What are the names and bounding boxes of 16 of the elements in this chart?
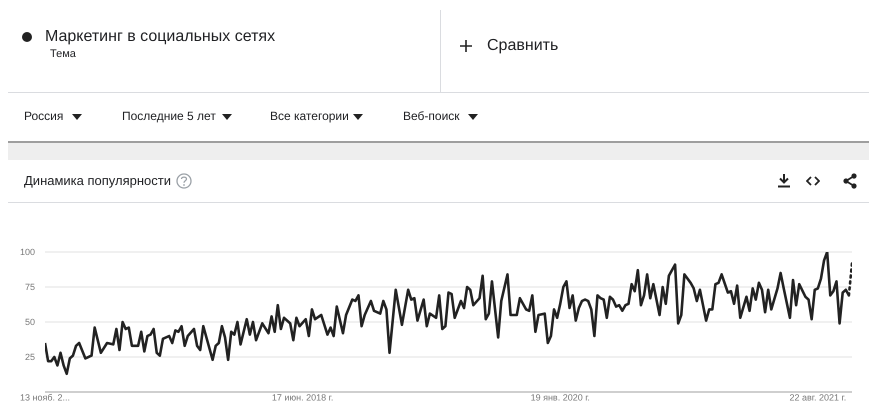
x-tick-label: 22 авг. 2021 г. [790, 392, 846, 402]
y-tick-label: 100 [20, 247, 35, 258]
y-tick-label: 50 [24, 317, 35, 328]
y-tick-label: 75 [24, 282, 35, 292]
text: Сравнить [487, 37, 558, 55]
text: Тема [50, 48, 76, 60]
x-tick-label: 19 янв. 2020 г. [530, 392, 590, 402]
text: Россия [24, 109, 64, 123]
legend-label: Маркетинг в социальных сетях [45, 28, 276, 46]
text: Веб-поиск [403, 109, 460, 123]
x-tick-label: 17 июн. 2018 г. [272, 392, 334, 402]
x-tick-label: 13 нояб. 2... [20, 392, 70, 402]
y-tick-label: 25 [24, 352, 35, 362]
chart-title: Динамика популярности [24, 173, 171, 188]
text: Все категории [270, 109, 349, 123]
text: Последние 5 лет [122, 109, 216, 123]
